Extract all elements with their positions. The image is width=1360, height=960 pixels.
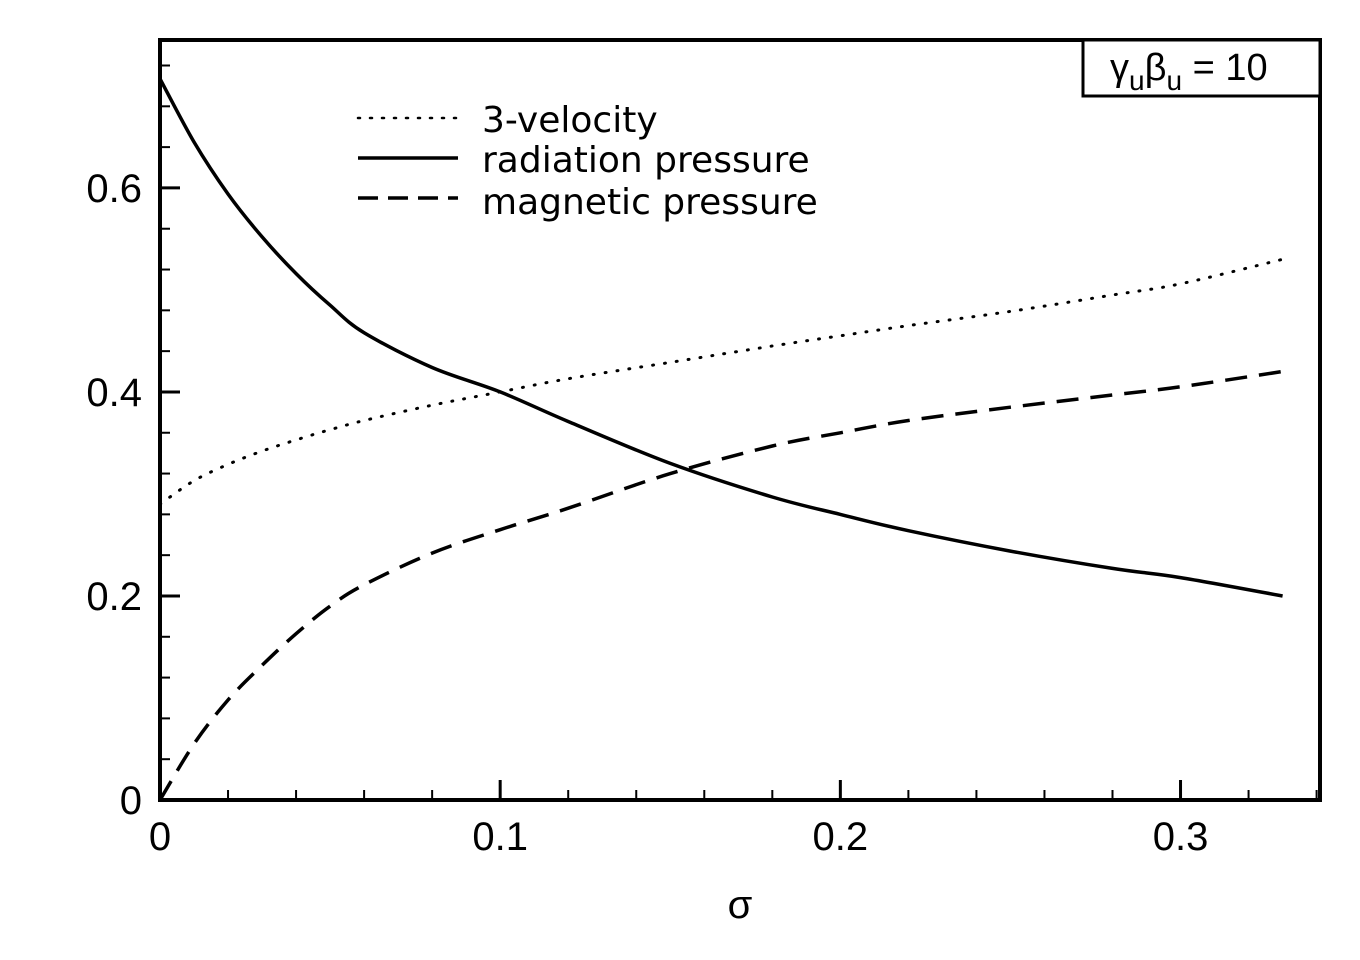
series-line-magnetic-pressure [158, 369, 1283, 801]
annotation-box [1081, 38, 1322, 98]
y-tick-label: 0.2 [86, 575, 142, 619]
x-axis-label: σ [728, 883, 753, 927]
y-tick-label: 0 [120, 779, 142, 823]
x-tick-label: 0.1 [472, 815, 528, 859]
parameter-annotation: γuβu = 10 [1081, 38, 1322, 98]
legend-label-magnetic-pressure: magnetic pressure [482, 182, 818, 223]
y-axis-ticks: 0 0.2 0.4 0.6 [86, 64, 180, 823]
y-tick-label: 0.4 [86, 371, 142, 415]
y-tick-label: 0.6 [86, 167, 142, 211]
x-axis-ticks: 0 0.1 0.2 0.3 [149, 780, 1318, 859]
series-line-3-velocity [158, 257, 1285, 506]
x-tick-label: 0 [149, 815, 171, 859]
x-tick-label: 0.3 [1153, 815, 1209, 859]
legend-label-3-velocity: 3-velocity [482, 100, 658, 141]
x-tick-label: 0.2 [813, 815, 869, 859]
series-line-radiation-pressure [158, 77, 1283, 598]
series-layer [158, 77, 1285, 801]
legend: 3-velocity radiation pressure magnetic p… [356, 100, 818, 223]
legend-label-radiation-pressure: radiation pressure [482, 140, 810, 181]
plot-frame [158, 38, 1322, 802]
annotation-text: γuβu = 10 [1110, 47, 1268, 96]
